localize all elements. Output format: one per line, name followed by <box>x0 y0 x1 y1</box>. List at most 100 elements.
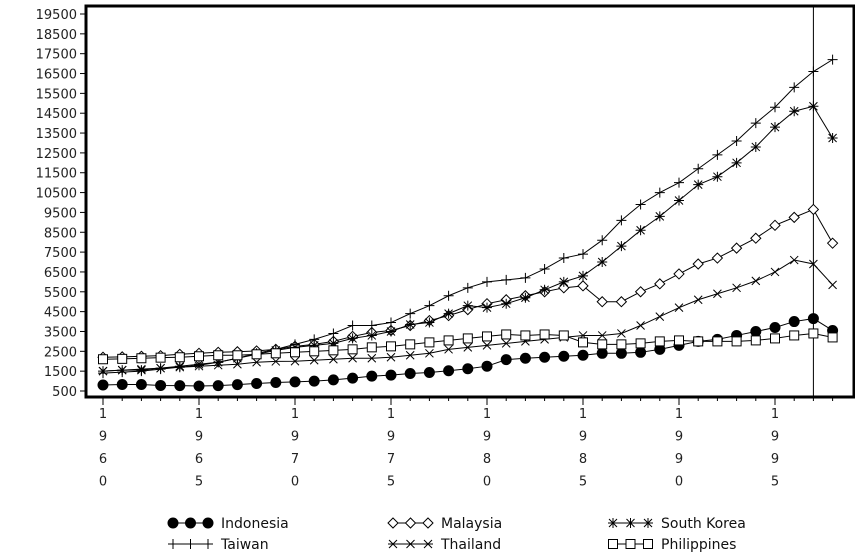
marker-shape <box>750 335 761 346</box>
point-thailand <box>425 348 434 358</box>
point-malaysia <box>750 232 762 244</box>
marker-shape <box>519 352 531 364</box>
y-tick-label: 15500 <box>36 87 77 102</box>
point-indonesia <box>462 363 474 375</box>
marker-shape <box>386 341 396 352</box>
marker-shape <box>827 332 838 343</box>
marker-shape <box>444 344 453 354</box>
point-philippines <box>712 336 723 347</box>
marker-shape <box>327 374 339 386</box>
point-thailand <box>329 354 338 364</box>
marker-shape <box>443 308 454 319</box>
marker-shape <box>174 380 186 392</box>
series-line-south-korea <box>102 105 834 372</box>
marker-shape <box>643 539 653 549</box>
point-taiwan <box>443 290 454 301</box>
point-south-korea <box>501 298 512 309</box>
marker-shape <box>578 270 588 281</box>
legend-item-taiwan: Taiwan <box>168 537 269 553</box>
marker-shape <box>730 242 743 254</box>
marker-shape <box>808 328 819 339</box>
marker-shape <box>808 101 819 112</box>
marker-shape <box>674 195 684 206</box>
legend-item-malaysia: Malaysia <box>387 516 502 532</box>
marker-shape <box>328 328 339 339</box>
marker-shape <box>770 267 780 277</box>
point-philippines <box>616 339 627 350</box>
marker-shape <box>290 356 300 366</box>
point-philippines <box>789 330 800 341</box>
marker-shape <box>386 317 396 328</box>
point-thailand <box>309 355 319 365</box>
y-tick-label: 4500 <box>44 306 77 321</box>
point-thailand <box>405 350 415 360</box>
point-philippines <box>693 336 704 347</box>
point-taiwan <box>674 177 684 188</box>
marker-shape <box>578 249 588 260</box>
point-malaysia <box>711 252 724 264</box>
marker-shape <box>482 276 492 287</box>
point-philippines <box>597 339 608 350</box>
legend-marker <box>202 517 214 529</box>
point-taiwan <box>405 308 416 319</box>
series-line-taiwan <box>102 59 833 374</box>
marker-shape <box>462 363 474 375</box>
marker-shape <box>558 330 569 341</box>
marker-shape <box>443 290 454 301</box>
marker-shape <box>168 539 178 549</box>
marker-shape <box>827 54 838 65</box>
point-philippines <box>386 341 396 352</box>
marker-shape <box>462 333 473 344</box>
y-tick-label: 10500 <box>36 187 77 202</box>
marker-shape <box>577 349 589 361</box>
point-indonesia <box>366 370 378 382</box>
y-tick-label: 11500 <box>36 167 77 182</box>
marker-shape <box>174 352 185 363</box>
marker-shape <box>616 215 627 226</box>
marker-shape <box>520 292 531 303</box>
point-philippines <box>674 335 684 346</box>
point-thailand <box>386 352 396 362</box>
marker-shape <box>558 276 569 287</box>
legend-label: Philippines <box>661 537 736 553</box>
marker-shape <box>608 518 618 528</box>
point-thailand <box>348 353 357 363</box>
marker-shape <box>481 360 493 372</box>
point-taiwan <box>482 276 492 287</box>
marker-shape <box>422 517 434 529</box>
point-indonesia <box>539 351 551 363</box>
marker-shape <box>693 163 704 174</box>
point-philippines <box>443 335 454 346</box>
legend-label: Malaysia <box>441 516 502 532</box>
marker-shape <box>655 312 665 321</box>
point-indonesia <box>212 380 224 392</box>
y-tick-label: 2500 <box>44 345 77 360</box>
point-south-korea <box>616 241 627 252</box>
marker-shape <box>578 337 588 348</box>
marker-shape <box>137 364 146 374</box>
point-malaysia <box>788 211 800 224</box>
y-tick-label: 16500 <box>36 68 77 83</box>
point-indonesia <box>769 322 781 334</box>
point-taiwan <box>558 253 569 264</box>
y-tick-label: 18500 <box>36 28 77 43</box>
marker-shape <box>388 539 398 549</box>
marker-shape <box>558 282 570 294</box>
marker-shape <box>194 361 204 371</box>
marker-shape <box>826 237 839 249</box>
marker-shape <box>712 171 723 182</box>
point-taiwan <box>616 215 627 226</box>
point-south-korea <box>789 106 800 117</box>
marker-shape <box>788 316 800 328</box>
legend-label: Indonesia <box>221 516 289 532</box>
series-group <box>97 54 839 392</box>
point-philippines <box>309 346 320 357</box>
marker-shape <box>233 359 242 369</box>
point-indonesia <box>500 354 512 366</box>
marker-shape <box>770 102 780 113</box>
point-indonesia <box>289 376 301 388</box>
marker-shape <box>405 308 416 319</box>
legend-marker <box>406 539 415 549</box>
